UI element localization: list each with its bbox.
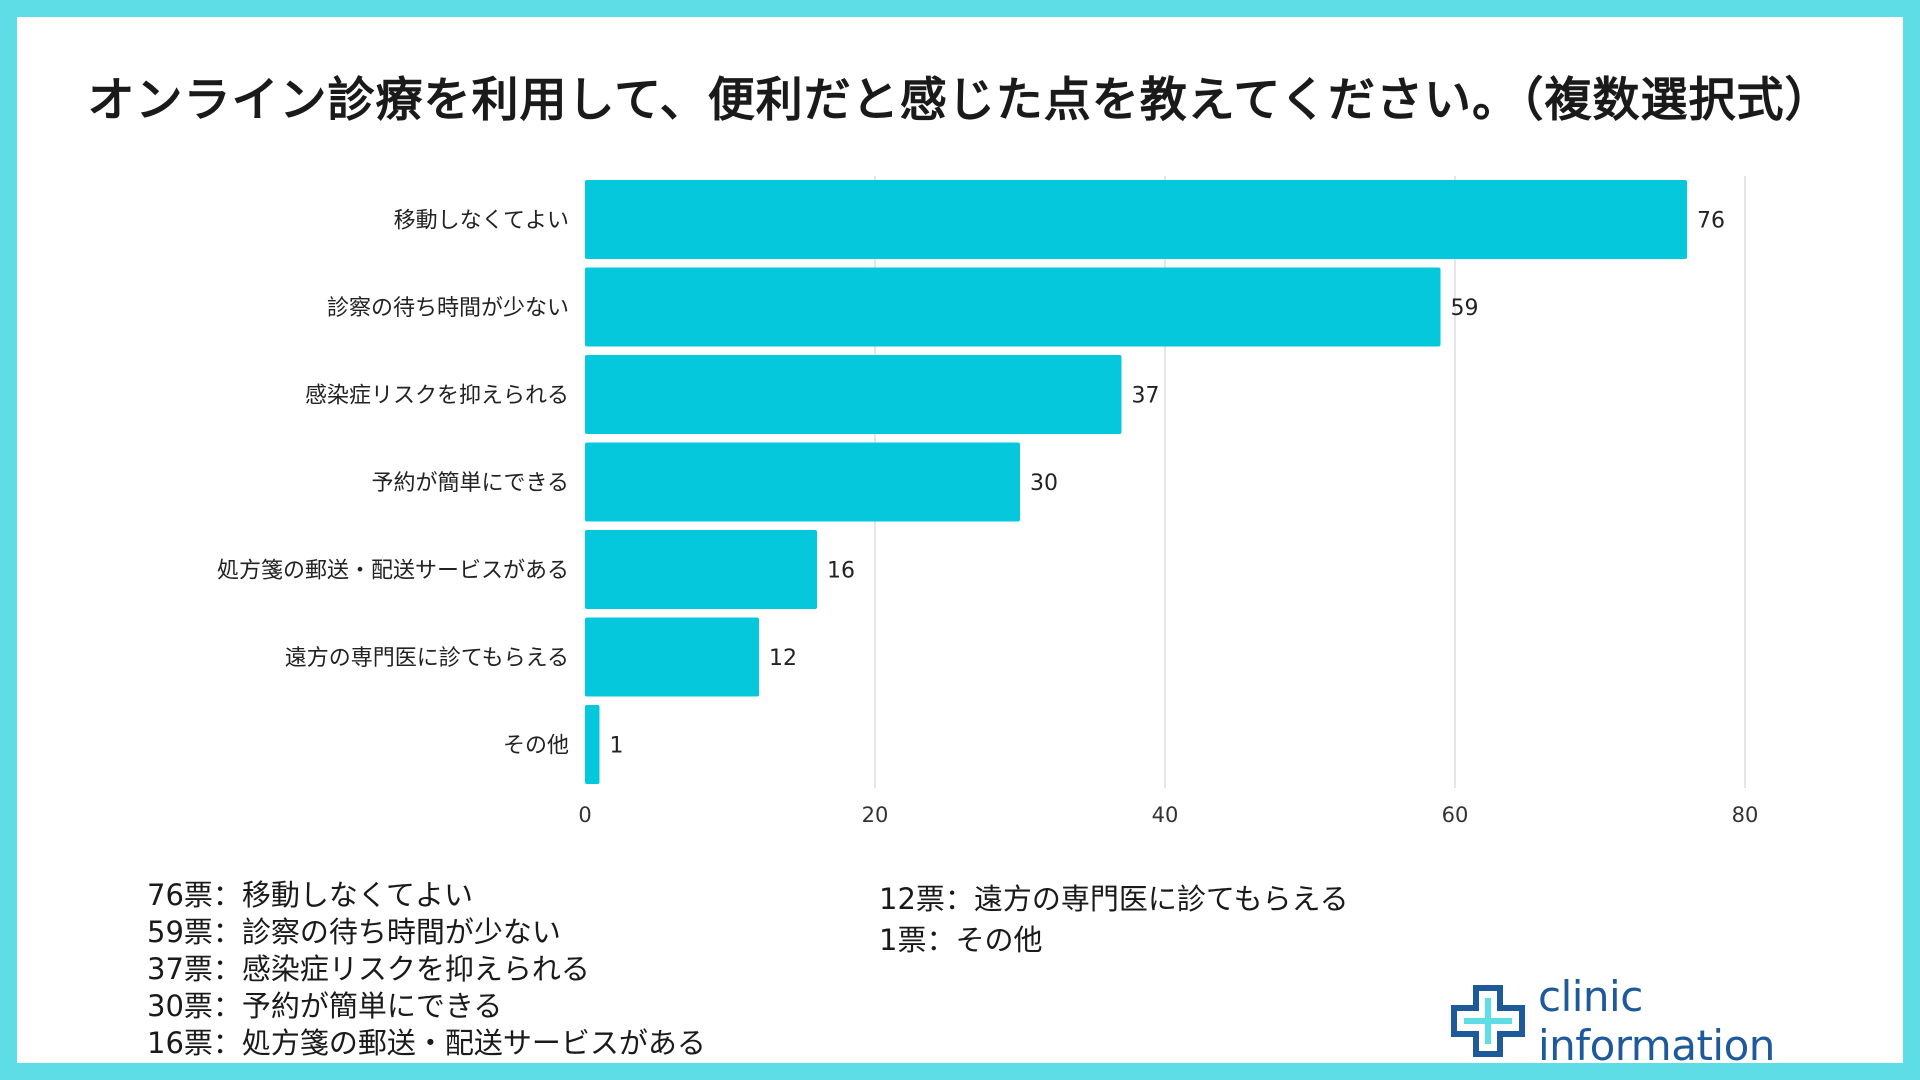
x-tick-label: 20 xyxy=(862,803,889,827)
chart-frame: オンライン診療を利用して、便利だと感じた点を教えてください。（複数選択式） 0 2… xyxy=(17,17,1903,1070)
summary-item: 76票：移動しなくてよい xyxy=(147,878,474,912)
medical-cross-icon xyxy=(1451,985,1525,1057)
x-tick-label: 0 xyxy=(578,803,591,827)
summary-item: 16票：処方箋の郵送・配送サービスがある xyxy=(147,1026,706,1060)
category-label: 診察の待ち時間が少ない xyxy=(327,296,569,321)
x-tick-label: 40 xyxy=(1152,803,1179,827)
category-label: 移動しなくてよい xyxy=(394,209,569,234)
bar xyxy=(585,530,817,609)
bar xyxy=(585,617,759,697)
data-label: 16 xyxy=(827,559,855,584)
data-label: 37 xyxy=(1132,384,1160,409)
category-label: その他 xyxy=(503,734,569,759)
data-label: 12 xyxy=(769,646,797,671)
category-label: 感染症リスクを抑えられる xyxy=(305,384,569,409)
summary-item: 1票：その他 xyxy=(879,923,1043,957)
bar xyxy=(585,267,1441,347)
category-label: 遠方の専門医に診てもらえる xyxy=(285,646,569,671)
category-label: 予約が簡単にできる xyxy=(371,471,569,496)
summary-item: 30票：予約が簡単にできる xyxy=(147,989,503,1023)
data-label: 76 xyxy=(1697,209,1725,234)
x-tick-label: 80 xyxy=(1732,803,1759,827)
bar xyxy=(585,705,600,784)
bar-chart: 0 20 40 60 80 移動しなくてよい 76 診察の待ち時間が少ない 59 感染症リスクを抑… xyxy=(217,176,1759,827)
data-label: 59 xyxy=(1451,296,1479,321)
bar xyxy=(585,180,1687,259)
category-label: 処方箋の郵送・配送サービスがある xyxy=(217,559,569,584)
summary-right: 12票：遠方の専門医に診てもらえる 1票：その他 xyxy=(879,879,1349,961)
summary-item: 59票：診察の待ち時間が少ない xyxy=(147,915,561,949)
summary-left: 76票：移動しなくてよい 59票：診察の待ち時間が少ない 37票：感染症リスクを… xyxy=(147,877,706,1062)
x-tick-label: 60 xyxy=(1442,803,1469,827)
chart-title: オンライン診療を利用して、便利だと感じた点を教えてください。（複数選択式） xyxy=(87,73,1833,128)
summary-item: 12票：遠方の専門医に診てもらえる xyxy=(879,882,1349,916)
logo: clinic information xyxy=(1450,972,1890,1070)
data-label: 30 xyxy=(1030,471,1058,496)
bar xyxy=(585,442,1020,522)
summary-item: 37票：感染症リスクを抑えられる xyxy=(147,952,590,986)
data-label: 1 xyxy=(610,734,624,759)
bar xyxy=(585,355,1122,434)
logo-text: clinic information xyxy=(1538,972,1775,1070)
